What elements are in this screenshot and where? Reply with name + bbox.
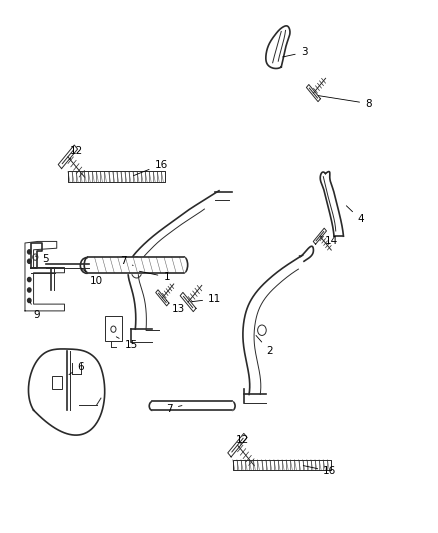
Bar bbox=[53, 376, 62, 389]
Text: 6: 6 bbox=[69, 362, 84, 375]
Text: 12: 12 bbox=[70, 146, 83, 159]
Text: 7: 7 bbox=[120, 256, 133, 266]
Polygon shape bbox=[313, 228, 326, 244]
Text: 10: 10 bbox=[81, 268, 103, 286]
Polygon shape bbox=[152, 401, 232, 410]
Text: 15: 15 bbox=[116, 337, 138, 350]
Text: 13: 13 bbox=[166, 301, 185, 314]
Text: 7: 7 bbox=[166, 403, 182, 414]
Text: 16: 16 bbox=[134, 160, 168, 176]
Text: 11: 11 bbox=[192, 294, 221, 304]
Text: 2: 2 bbox=[256, 335, 273, 356]
Bar bbox=[105, 316, 122, 341]
Text: 1: 1 bbox=[139, 271, 170, 282]
Text: 4: 4 bbox=[346, 206, 364, 224]
Circle shape bbox=[28, 250, 31, 254]
Polygon shape bbox=[156, 290, 169, 306]
Circle shape bbox=[28, 288, 31, 292]
FancyBboxPatch shape bbox=[233, 460, 332, 470]
Text: 3: 3 bbox=[283, 47, 307, 58]
Polygon shape bbox=[307, 85, 321, 102]
Polygon shape bbox=[58, 145, 78, 168]
Text: 5: 5 bbox=[35, 254, 49, 264]
FancyBboxPatch shape bbox=[68, 172, 166, 182]
Polygon shape bbox=[228, 433, 247, 457]
Text: 12: 12 bbox=[236, 435, 249, 445]
Text: 16: 16 bbox=[303, 465, 336, 477]
Text: 8: 8 bbox=[318, 95, 372, 109]
Text: 9: 9 bbox=[30, 302, 40, 320]
Circle shape bbox=[28, 298, 31, 303]
Circle shape bbox=[28, 278, 31, 281]
Polygon shape bbox=[88, 257, 184, 273]
Text: 14: 14 bbox=[321, 236, 338, 246]
Polygon shape bbox=[180, 293, 196, 312]
Circle shape bbox=[28, 259, 31, 263]
